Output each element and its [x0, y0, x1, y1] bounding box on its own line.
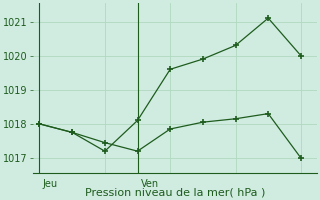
Text: Jeu: Jeu	[43, 179, 58, 189]
Text: Ven: Ven	[141, 179, 159, 189]
X-axis label: Pression niveau de la mer( hPa ): Pression niveau de la mer( hPa )	[85, 187, 265, 197]
